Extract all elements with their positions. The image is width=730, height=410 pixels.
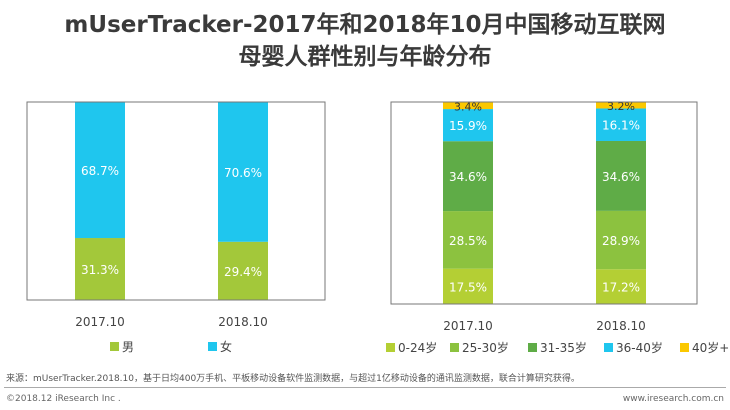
legend-label: 31-35岁 [540, 340, 587, 355]
bar-segment [596, 269, 646, 304]
data-label: 17.2% [602, 281, 640, 295]
divider [4, 387, 726, 388]
bar-segment [443, 141, 493, 212]
data-label: 29.4% [224, 265, 262, 279]
bar-segment [75, 102, 125, 239]
data-label: 31.3% [81, 263, 119, 277]
bar-segment [596, 210, 646, 270]
bar-segment [596, 102, 646, 109]
data-label: 16.1% [602, 119, 640, 133]
legend-label: 40岁+ [692, 340, 729, 355]
legend-swatch [604, 343, 613, 352]
legend-label: 25-30岁 [462, 340, 509, 355]
bar-segment [443, 268, 493, 304]
data-label: 34.6% [449, 170, 487, 184]
bar-segment [596, 140, 646, 211]
data-label: 28.5% [449, 234, 487, 248]
data-label: 70.6% [224, 166, 262, 180]
bar-segment [443, 102, 493, 110]
bar-segment [443, 211, 493, 269]
category-label: 2018.10 [596, 319, 646, 333]
bar-segment [218, 102, 268, 242]
legend-swatch [450, 343, 459, 352]
bar-segment [75, 238, 125, 300]
data-label: 68.7% [81, 164, 119, 178]
chart-subtitle: 母婴人群性别与年龄分布 [238, 44, 492, 70]
bar-segment [443, 109, 493, 142]
chart-title: mUserTracker-2017年和2018年10月中国移动互联网 [64, 12, 666, 38]
category-label: 2018.10 [218, 315, 268, 329]
plot-frame [390, 101, 698, 305]
category-label: 2017.10 [443, 319, 493, 333]
data-label: 28.9% [602, 234, 640, 248]
legend-label: 36-40岁 [616, 340, 663, 355]
legend-swatch [528, 343, 537, 352]
legend-swatch [680, 343, 689, 352]
data-label: 3.2% [607, 100, 635, 113]
legend-swatch [208, 342, 217, 351]
data-label: 3.4% [454, 101, 482, 114]
plot-frame [26, 101, 326, 301]
legend-label: 女 [220, 339, 232, 354]
source-note: 来源：mUserTracker.2018.10，基于日均400万手机、平板移动设… [6, 374, 580, 384]
legend-swatch [110, 342, 119, 351]
legend-label: 男 [122, 340, 134, 354]
website: www.iresearch.com.cn [622, 394, 724, 404]
data-label: 17.5% [449, 280, 487, 294]
legend-label: 0-24岁 [398, 340, 437, 355]
category-label: 2017.10 [75, 315, 125, 329]
legend-swatch [386, 343, 395, 352]
bar-segment [596, 108, 646, 141]
data-label: 34.6% [602, 170, 640, 184]
copyright: ©2018.12 iResearch Inc . [6, 394, 121, 404]
data-label: 15.9% [449, 119, 487, 133]
bar-segment [218, 241, 268, 300]
